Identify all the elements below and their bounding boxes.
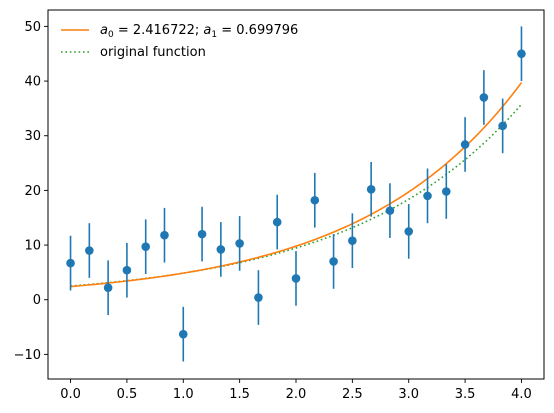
plot-layer (66, 26, 526, 362)
data-point (254, 293, 263, 302)
legend-fit-sub0: 0 (108, 30, 114, 40)
data-point (85, 246, 94, 255)
x-tick-label: 3.0 (398, 387, 419, 402)
legend: a0 = 2.416722; a1 = 0.699796 original fu… (61, 23, 298, 60)
legend-original-label: original function (100, 45, 206, 60)
data-point (235, 239, 244, 248)
data-point (66, 258, 75, 268)
data-point (366, 185, 376, 194)
y-tick-label: 20 (24, 184, 41, 199)
data-point (404, 227, 414, 236)
y-tick-label: 0 (33, 293, 41, 308)
x-tick-label: 2.5 (342, 387, 363, 402)
data-point (178, 329, 188, 339)
data-point (272, 217, 282, 227)
legend-fit-end: = 0.699796 (217, 23, 298, 38)
data-point (498, 121, 507, 131)
data-point (479, 93, 489, 102)
legend-fit-a0: a (100, 23, 108, 38)
data-point (385, 206, 395, 215)
data-point (103, 283, 113, 293)
data-point (329, 257, 338, 266)
data-point (197, 229, 207, 239)
legend-fit-label: a0 = 2.416722; a1 = 0.699796 (100, 23, 298, 40)
fit-line (70, 82, 523, 288)
data-point (160, 230, 169, 240)
x-tick-label: 2.0 (286, 387, 307, 402)
data-point (441, 187, 451, 196)
x-tick-label: 0.5 (117, 387, 138, 402)
data-point (310, 195, 320, 205)
x-tick-label: 0.0 (60, 387, 81, 402)
ticks-layer: 0.0 0.5 1.0 1.5 2.0 2.5 3.0 3.5 4.0−100102030405… (14, 20, 532, 402)
x-tick-label: 4.0 (511, 387, 532, 402)
data-point (348, 236, 357, 245)
data-point (291, 274, 301, 283)
data-point (423, 191, 432, 201)
legend-fit-sub1: 1 (211, 30, 217, 40)
data-point (122, 265, 132, 275)
x-tick-label: 3.5 (455, 387, 476, 402)
y-tick-label: 30 (24, 129, 41, 144)
data-point (216, 245, 226, 254)
y-tick-label: 40 (24, 75, 41, 90)
y-tick-label: 10 (24, 239, 41, 254)
legend-fit-mid: = 2.416722; (114, 23, 204, 38)
x-tick-label: 1.0 (173, 387, 194, 402)
y-tick-label: −10 (14, 348, 41, 363)
data-point (460, 140, 470, 149)
legend-fit-a1: a (203, 23, 211, 38)
x-tick-label: 1.5 (229, 387, 250, 402)
y-tick-label: 50 (24, 20, 41, 35)
data-point (517, 49, 526, 59)
data-point (141, 242, 151, 252)
